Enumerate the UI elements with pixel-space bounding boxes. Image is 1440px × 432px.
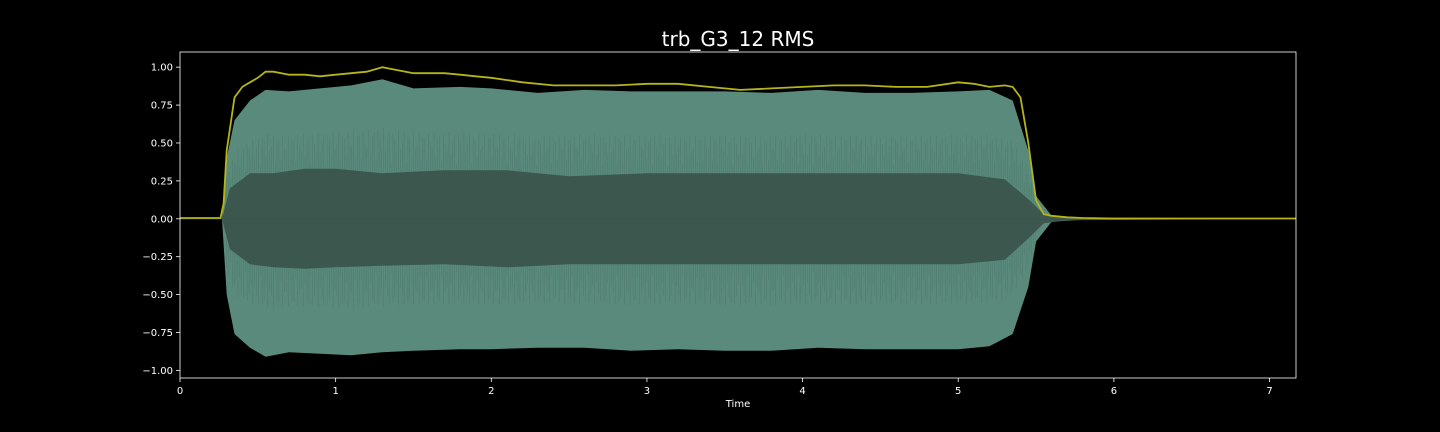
x-tick-label: 3 bbox=[644, 386, 650, 397]
x-axis: 0 1 2 3 4 5 6 7 bbox=[177, 378, 1273, 397]
x-tick-label: 2 bbox=[488, 386, 494, 397]
chart-title: trb_G3_12 RMS bbox=[662, 27, 815, 51]
y-tick-label: 0.25 bbox=[151, 176, 173, 187]
x-tick-label: 0 bbox=[177, 386, 183, 397]
x-tick-label: 5 bbox=[955, 386, 961, 397]
x-tick-label: 7 bbox=[1266, 386, 1272, 397]
y-tick-label: 0.00 bbox=[151, 214, 173, 225]
plot-frame bbox=[179, 51, 1297, 379]
x-axis-label: Time bbox=[725, 399, 750, 410]
y-tick-label: −0.25 bbox=[142, 252, 173, 263]
y-tick-label: −0.50 bbox=[142, 290, 173, 301]
y-tick-label: 0.75 bbox=[151, 101, 173, 112]
y-axis: 1.00 0.75 0.50 0.25 0.00 −0.25 −0.50 −0.75 −1.00 bbox=[142, 63, 180, 377]
y-tick-label: 0.50 bbox=[151, 138, 173, 149]
y-tick-label: −1.00 bbox=[142, 366, 173, 377]
x-tick-label: 4 bbox=[799, 386, 805, 397]
x-tick-label: 1 bbox=[332, 386, 338, 397]
rms-layer bbox=[180, 66, 1296, 220]
y-tick-label: −0.75 bbox=[142, 328, 173, 339]
x-tick-label: 6 bbox=[1111, 386, 1117, 397]
waveform-layer bbox=[180, 79, 1296, 357]
rms-line bbox=[180, 66, 1296, 220]
y-tick-label: 1.00 bbox=[151, 63, 173, 74]
